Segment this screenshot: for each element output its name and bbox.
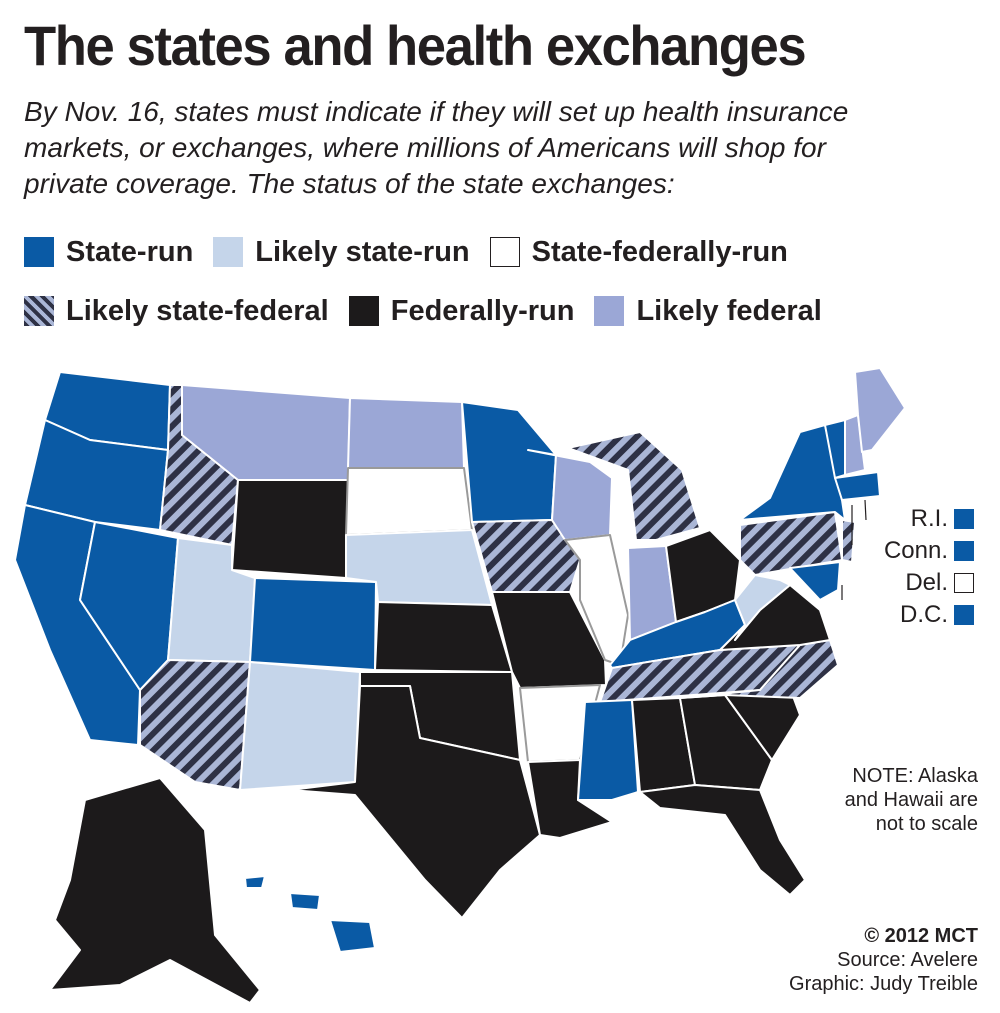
graphic-credit: Graphic: Judy Treible [789,973,978,995]
state-fl [639,784,806,896]
legend-swatch [213,237,244,267]
state-mn [461,401,557,523]
state-me [854,367,906,453]
legend-row-2: Likely state-federal Federally-run Likel… [24,291,842,331]
state-nd [347,397,465,469]
state-az [139,659,251,791]
small-state-swatch [954,605,974,625]
state-hi-2 [289,892,321,911]
state-nh [844,414,866,476]
legend-label: State-run [66,235,194,268]
small-state-label: R.I. [910,505,948,532]
legend-label: Likely state-federal [66,294,329,327]
subtitle-line: By Nov. 16, states must indicate if they… [24,96,849,127]
small-state-swatch [954,509,974,529]
legend-swatch [594,296,625,326]
legend-swatch [489,237,520,267]
small-state-label: Conn. [883,537,948,564]
us-map-svg [14,367,906,1004]
page-title: The states and health exchanges [24,14,807,77]
legend-swatch [24,237,54,267]
subtitle: By Nov. 16, states must indicate if they… [24,94,984,202]
state-nm [239,661,361,791]
legend-label: Federally-run [390,294,575,327]
state-wy [231,479,349,579]
legend-row-1: State-run Likely state-run State-federal… [24,232,808,272]
state-ks [374,601,513,673]
legend-label: Likely federal [636,294,822,327]
small-state-swatch [954,573,974,593]
subtitle-line: markets, or exchanges, where millions of… [24,132,826,163]
legend-label: State-federally-run [531,235,788,268]
state-wv [734,574,791,641]
legend-item-likely-federal: Likely federal [594,294,822,328]
credits: © 2012 MCT Source: Avelere Graphic: Judy… [789,924,978,996]
small-state-ri: R.I. [911,506,974,532]
note-line: not to scale [875,813,978,835]
state-sd [345,467,473,536]
legend-item-likely-state-federal: Likely state-federal [24,295,329,328]
map-note: NOTE: Alaska and Hawaii are not to scale [845,764,978,836]
note-line: and Hawaii are [844,789,978,811]
state-hi [329,919,376,953]
legend-item-state-federally-run: State-federally-run [489,235,788,269]
state-mi [567,431,701,541]
note-line: NOTE: Alaska [852,765,978,787]
small-state-label: D.C. [900,601,948,628]
small-state-del: Del. [905,570,974,596]
subtitle-line: private coverage. The status of the stat… [24,168,675,199]
small-state-conn: Conn. [884,538,974,564]
us-map [0,340,1000,1008]
small-state-label: Del. [905,569,948,596]
legend-item-likely-state-run: Likely state-run [213,235,470,269]
source-credit: Source: Avelere [837,949,978,971]
state-ia [471,519,581,593]
legend-swatch [24,296,54,326]
state-ms [577,699,639,801]
state-co [249,577,377,671]
state-md [789,561,841,601]
legend-label: Likely state-run [255,235,470,268]
state-ma [834,471,881,501]
state-ak [49,777,261,1004]
copyright: © 2012 MCT [864,925,978,947]
small-state-swatch [954,541,974,561]
legend-item-state-run: State-run [24,236,193,269]
leader-line-ri [864,499,867,521]
legend-item-federally-run: Federally-run [348,294,575,328]
state-tx [289,685,541,919]
small-state-dc: D.C. [900,602,974,628]
state-hi-3 [244,875,266,889]
state-nj [841,519,856,563]
legend-swatch [348,296,379,326]
